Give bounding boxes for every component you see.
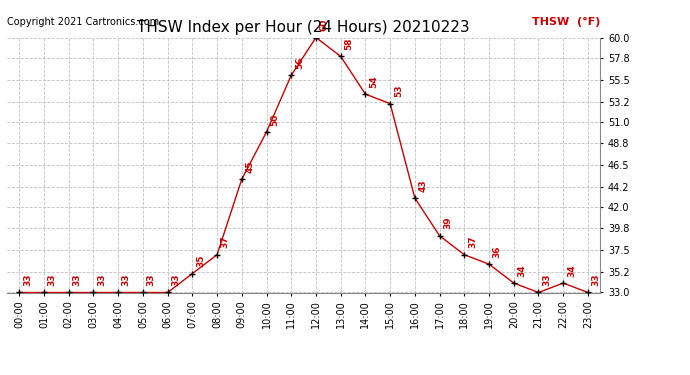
Text: 33: 33 (72, 274, 81, 286)
Title: THSW Index per Hour (24 Hours) 20210223: THSW Index per Hour (24 Hours) 20210223 (137, 20, 470, 35)
Text: 37: 37 (221, 236, 230, 248)
Text: 36: 36 (493, 245, 502, 258)
Text: 58: 58 (344, 38, 353, 50)
Text: 33: 33 (23, 274, 32, 286)
Text: 43: 43 (419, 179, 428, 192)
Text: 60: 60 (319, 19, 328, 31)
Text: 33: 33 (97, 274, 106, 286)
Text: 39: 39 (443, 217, 453, 229)
Text: 34: 34 (518, 264, 526, 277)
Text: 33: 33 (146, 274, 156, 286)
Text: 33: 33 (48, 274, 57, 286)
Text: 34: 34 (567, 264, 576, 277)
Text: 50: 50 (270, 113, 279, 126)
Text: 37: 37 (468, 236, 477, 248)
Text: 35: 35 (196, 255, 205, 267)
Text: 45: 45 (246, 160, 255, 173)
Text: 33: 33 (542, 274, 551, 286)
Text: 33: 33 (171, 274, 180, 286)
Text: Copyright 2021 Cartronics.com: Copyright 2021 Cartronics.com (7, 17, 159, 27)
Text: THSW  (°F): THSW (°F) (532, 17, 600, 27)
Text: 53: 53 (394, 85, 403, 97)
Text: 54: 54 (369, 75, 378, 88)
Text: 33: 33 (122, 274, 131, 286)
Text: 56: 56 (295, 56, 304, 69)
Text: 33: 33 (591, 274, 601, 286)
